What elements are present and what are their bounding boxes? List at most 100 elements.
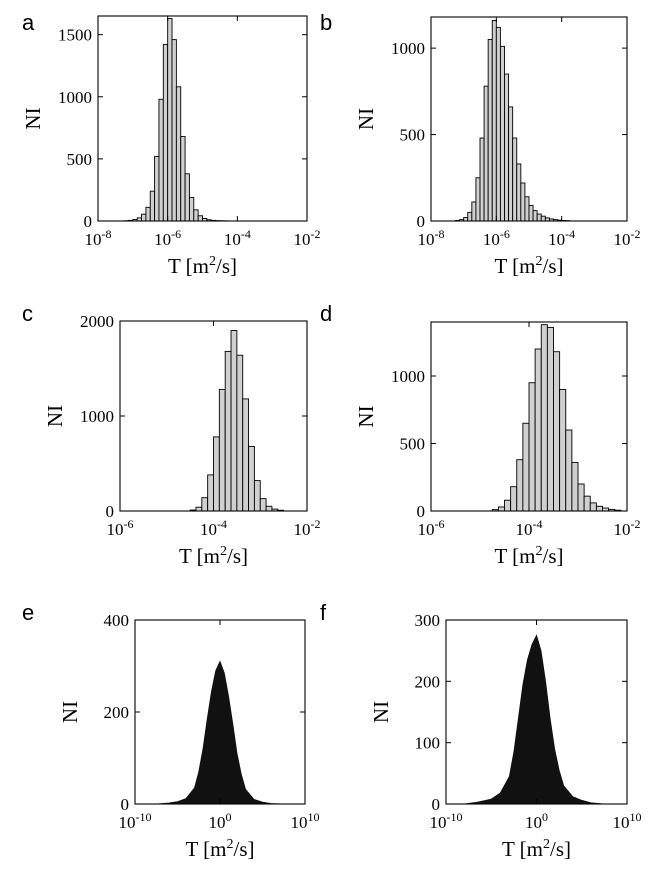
histogram-bar [510, 486, 518, 512]
x-tick-label: 10-6 [418, 517, 445, 539]
x-axis-label: T [m2/s] [179, 544, 248, 568]
histogram-bar [171, 39, 177, 222]
histogram-bar [540, 215, 546, 222]
y-tick-label: 100 [415, 734, 441, 753]
panel-e: e 10-10 100 1010 0 200 400 T [m2/s] NI [22, 600, 320, 861]
x-tick-label: 1010 [291, 810, 320, 832]
panel-c: c 10-6 10-4 10-2 0 1000 2000 T [m2/s] NI [22, 301, 321, 568]
x-tick-label: 10-10 [430, 810, 463, 832]
x-tick-label: 10-4 [548, 227, 575, 249]
histogram-bar [154, 155, 160, 222]
histogram-bar [516, 459, 524, 512]
histogram-bar [583, 495, 591, 512]
x-axis-label: T [m2/s] [494, 544, 563, 568]
histogram-bar [571, 461, 579, 512]
histogram-bar [236, 354, 244, 512]
histogram-bar [504, 73, 510, 222]
x-tick-label: 10-2 [294, 517, 321, 539]
histogram-bar [201, 497, 209, 512]
y-axis-label: NI [43, 405, 67, 427]
histogram-bar [577, 483, 585, 512]
histogram-bar [512, 137, 518, 222]
histogram-bar [565, 429, 573, 512]
histogram-area [464, 634, 605, 805]
panel-a: a 10-8 10-6 10-4 10-2 0 500 1000 1500 T [m2/s] NI [21, 10, 321, 278]
histogram-bar [145, 206, 151, 222]
y-tick-label: 2000 [80, 312, 114, 331]
panel-letter: e [22, 600, 34, 625]
x-tick-label: 10-2 [294, 227, 321, 249]
x-tick-label: 10-2 [614, 227, 641, 249]
histogram-bar [589, 502, 597, 512]
y-tick-label: 0 [417, 212, 426, 231]
histogram-bar [504, 499, 512, 512]
x-tick-label: 10-6 [154, 227, 181, 249]
x-tick-label: 10-4 [200, 517, 227, 539]
histogram-bar [180, 136, 186, 222]
y-tick-label: 300 [415, 611, 441, 630]
histogram-bar [188, 196, 195, 222]
panel-letter: a [22, 10, 35, 35]
panel-letter: f [320, 600, 327, 625]
histogram-bar [193, 209, 199, 222]
histogram-bar [184, 173, 190, 222]
histogram-bar [516, 163, 522, 222]
histogram-bar [213, 436, 220, 512]
histogram-bar [167, 18, 173, 222]
histogram-bar [175, 86, 182, 222]
y-tick-label: 1000 [80, 407, 114, 426]
histogram-bar [248, 445, 255, 512]
histogram-bar [149, 190, 156, 222]
panel-f: f 10-10 100 1010 0 100 200 300 T [m2/s] NI [320, 600, 642, 861]
y-tick-label: 1000 [58, 88, 92, 107]
histogram-bar [520, 182, 526, 222]
x-tick-label: 10-4 [516, 517, 543, 539]
y-tick-label: 500 [400, 126, 426, 145]
histogram-bar [499, 45, 505, 222]
histogram-bar [559, 389, 567, 512]
x-tick-label: 10-10 [119, 810, 152, 832]
histogram-bar [595, 505, 603, 512]
x-axis-label: T [m2/s] [185, 837, 254, 861]
panel-d: d 10-6 10-4 10-2 0 500 1000 T [m2/s] NI [320, 301, 641, 568]
axes-frame [430, 16, 628, 222]
histogram-area [156, 660, 284, 805]
x-tick-label: 1010 [613, 810, 642, 832]
y-axis-label: NI [354, 108, 378, 130]
y-tick-label: 400 [104, 611, 130, 630]
histogram-bar [158, 98, 164, 222]
histogram-bar [528, 382, 536, 512]
histogram-bar [195, 506, 203, 512]
x-tick-label: 100 [525, 810, 548, 832]
histogram-bar [467, 211, 473, 222]
histogram-bar [534, 348, 542, 512]
y-tick-label: 1500 [58, 26, 92, 45]
y-tick-label: 500 [67, 150, 93, 169]
y-axis-label: NI [58, 701, 82, 723]
y-tick-label: 1000 [391, 367, 425, 386]
axes-frame [97, 15, 308, 222]
histogram-bar [528, 204, 534, 222]
panel-b: b 10-8 10-6 10-4 10-2 0 500 1000 T [m2/s] NI [320, 10, 641, 278]
x-tick-label: 100 [209, 810, 232, 832]
y-tick-label: 1000 [391, 39, 425, 58]
histogram-bar [471, 201, 477, 222]
x-axis-label: T [m2/s] [502, 837, 571, 861]
histogram-bar [218, 388, 226, 512]
panel-letter: d [320, 301, 332, 326]
histogram-bar [491, 20, 497, 222]
x-tick-label: 10-6 [483, 227, 510, 249]
histogram-bar [475, 177, 481, 222]
x-tick-label: 10-4 [224, 227, 251, 249]
y-axis-label: NI [354, 405, 378, 427]
histogram-bar [536, 213, 542, 222]
histogram-bar [253, 480, 261, 512]
y-tick-label: 0 [106, 502, 115, 521]
x-tick-label: 10-8 [418, 227, 445, 249]
histogram-bar [546, 326, 554, 512]
histogram-bar [242, 398, 250, 512]
histogram-bar [230, 330, 238, 512]
histogram-bar [524, 196, 530, 222]
y-axis-label: NI [21, 107, 45, 129]
